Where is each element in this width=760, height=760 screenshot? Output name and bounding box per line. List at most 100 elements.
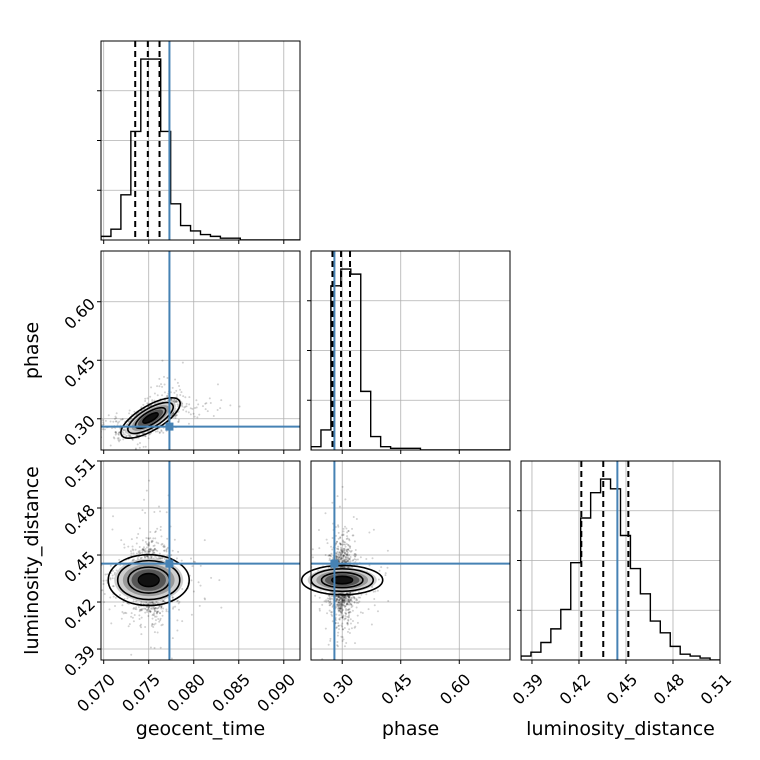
sample-point <box>346 597 349 600</box>
sample-point <box>343 549 346 552</box>
sample-point <box>337 595 340 598</box>
sample-point <box>130 464 132 466</box>
sample-point <box>216 409 219 412</box>
sample-point <box>122 428 125 431</box>
sample-point <box>177 420 180 423</box>
sample-point <box>344 558 347 561</box>
sample-point <box>349 618 352 621</box>
sample-point <box>114 605 117 608</box>
sample-point <box>178 385 181 388</box>
sample-point <box>321 603 324 606</box>
sample-point <box>158 620 161 623</box>
sample-point <box>347 543 350 546</box>
sample-point <box>343 565 346 568</box>
sample-point <box>346 621 349 624</box>
sample-point <box>165 395 168 398</box>
sample-point <box>160 429 163 432</box>
sample-point <box>337 605 340 608</box>
sample-point <box>358 600 361 603</box>
sample-point <box>103 593 106 596</box>
x-tick-label: 0.30 <box>319 670 358 709</box>
sample-point <box>336 640 339 643</box>
sample-point <box>339 595 342 598</box>
sample-point <box>347 599 350 602</box>
sample-point <box>175 389 178 392</box>
sample-point <box>340 605 343 608</box>
sample-point <box>121 430 124 433</box>
sample-point <box>374 590 377 593</box>
sample-point <box>146 555 149 558</box>
sample-point <box>347 618 350 621</box>
sample-point <box>147 537 150 540</box>
sample-point <box>176 381 179 384</box>
sample-point <box>187 422 190 425</box>
sample-point <box>176 400 179 403</box>
sample-point <box>337 531 340 534</box>
sample-point <box>158 377 161 380</box>
sample-point <box>129 550 132 553</box>
sample-point <box>343 600 346 603</box>
sample-point <box>170 657 173 660</box>
sample-point <box>161 557 164 560</box>
sample-point <box>337 603 340 606</box>
sample-point <box>115 432 118 435</box>
sample-point <box>338 607 341 610</box>
sample-point <box>329 600 332 603</box>
sample-point <box>160 607 163 610</box>
sample-point <box>351 527 354 530</box>
sample-point <box>325 599 328 602</box>
sample-point <box>142 548 145 551</box>
sample-point <box>177 418 180 421</box>
sample-point <box>147 550 150 553</box>
sample-point <box>348 600 351 603</box>
sample-point <box>175 557 178 560</box>
sample-point <box>347 595 350 598</box>
sample-point <box>203 539 206 542</box>
sample-point <box>338 598 341 601</box>
sample-point <box>140 609 143 612</box>
sample-point <box>306 554 308 556</box>
sample-point <box>102 421 105 424</box>
sample-point <box>146 552 149 555</box>
sample-point <box>349 622 352 625</box>
sample-point <box>339 610 342 613</box>
sample-point <box>343 601 346 604</box>
sample-point <box>160 606 163 609</box>
sample-point <box>342 554 345 557</box>
sample-point <box>118 431 121 434</box>
sample-point <box>159 528 162 531</box>
sample-point <box>355 599 358 602</box>
sample-point <box>165 549 168 552</box>
sample-point <box>345 553 348 556</box>
sample-point <box>144 625 147 628</box>
sample-point <box>103 428 106 431</box>
sample-point <box>342 600 345 603</box>
sample-point <box>163 544 166 547</box>
sample-point <box>185 402 188 405</box>
sample-point <box>153 544 156 547</box>
sample-point <box>113 417 116 420</box>
sample-point <box>339 616 342 619</box>
sample-point <box>341 543 344 546</box>
sample-point <box>343 551 346 554</box>
sample-point <box>109 578 112 581</box>
sample-point <box>330 552 333 555</box>
sample-point <box>344 541 347 544</box>
sample-point <box>145 555 148 558</box>
sample-point <box>152 549 155 552</box>
sample-point <box>148 610 151 613</box>
sample-point <box>339 605 342 608</box>
sample-point <box>345 612 348 615</box>
sample-point <box>348 614 351 617</box>
sample-point <box>343 599 346 602</box>
sample-point <box>346 615 349 618</box>
sample-point <box>181 402 184 405</box>
sample-point <box>338 604 341 607</box>
sample-point <box>174 399 177 402</box>
x-tick-label: 0.42 <box>556 670 595 709</box>
sample-point <box>338 592 341 595</box>
sample-point <box>158 431 161 434</box>
sample-point <box>328 554 331 557</box>
sample-point <box>341 599 344 602</box>
sample-point <box>218 579 221 582</box>
